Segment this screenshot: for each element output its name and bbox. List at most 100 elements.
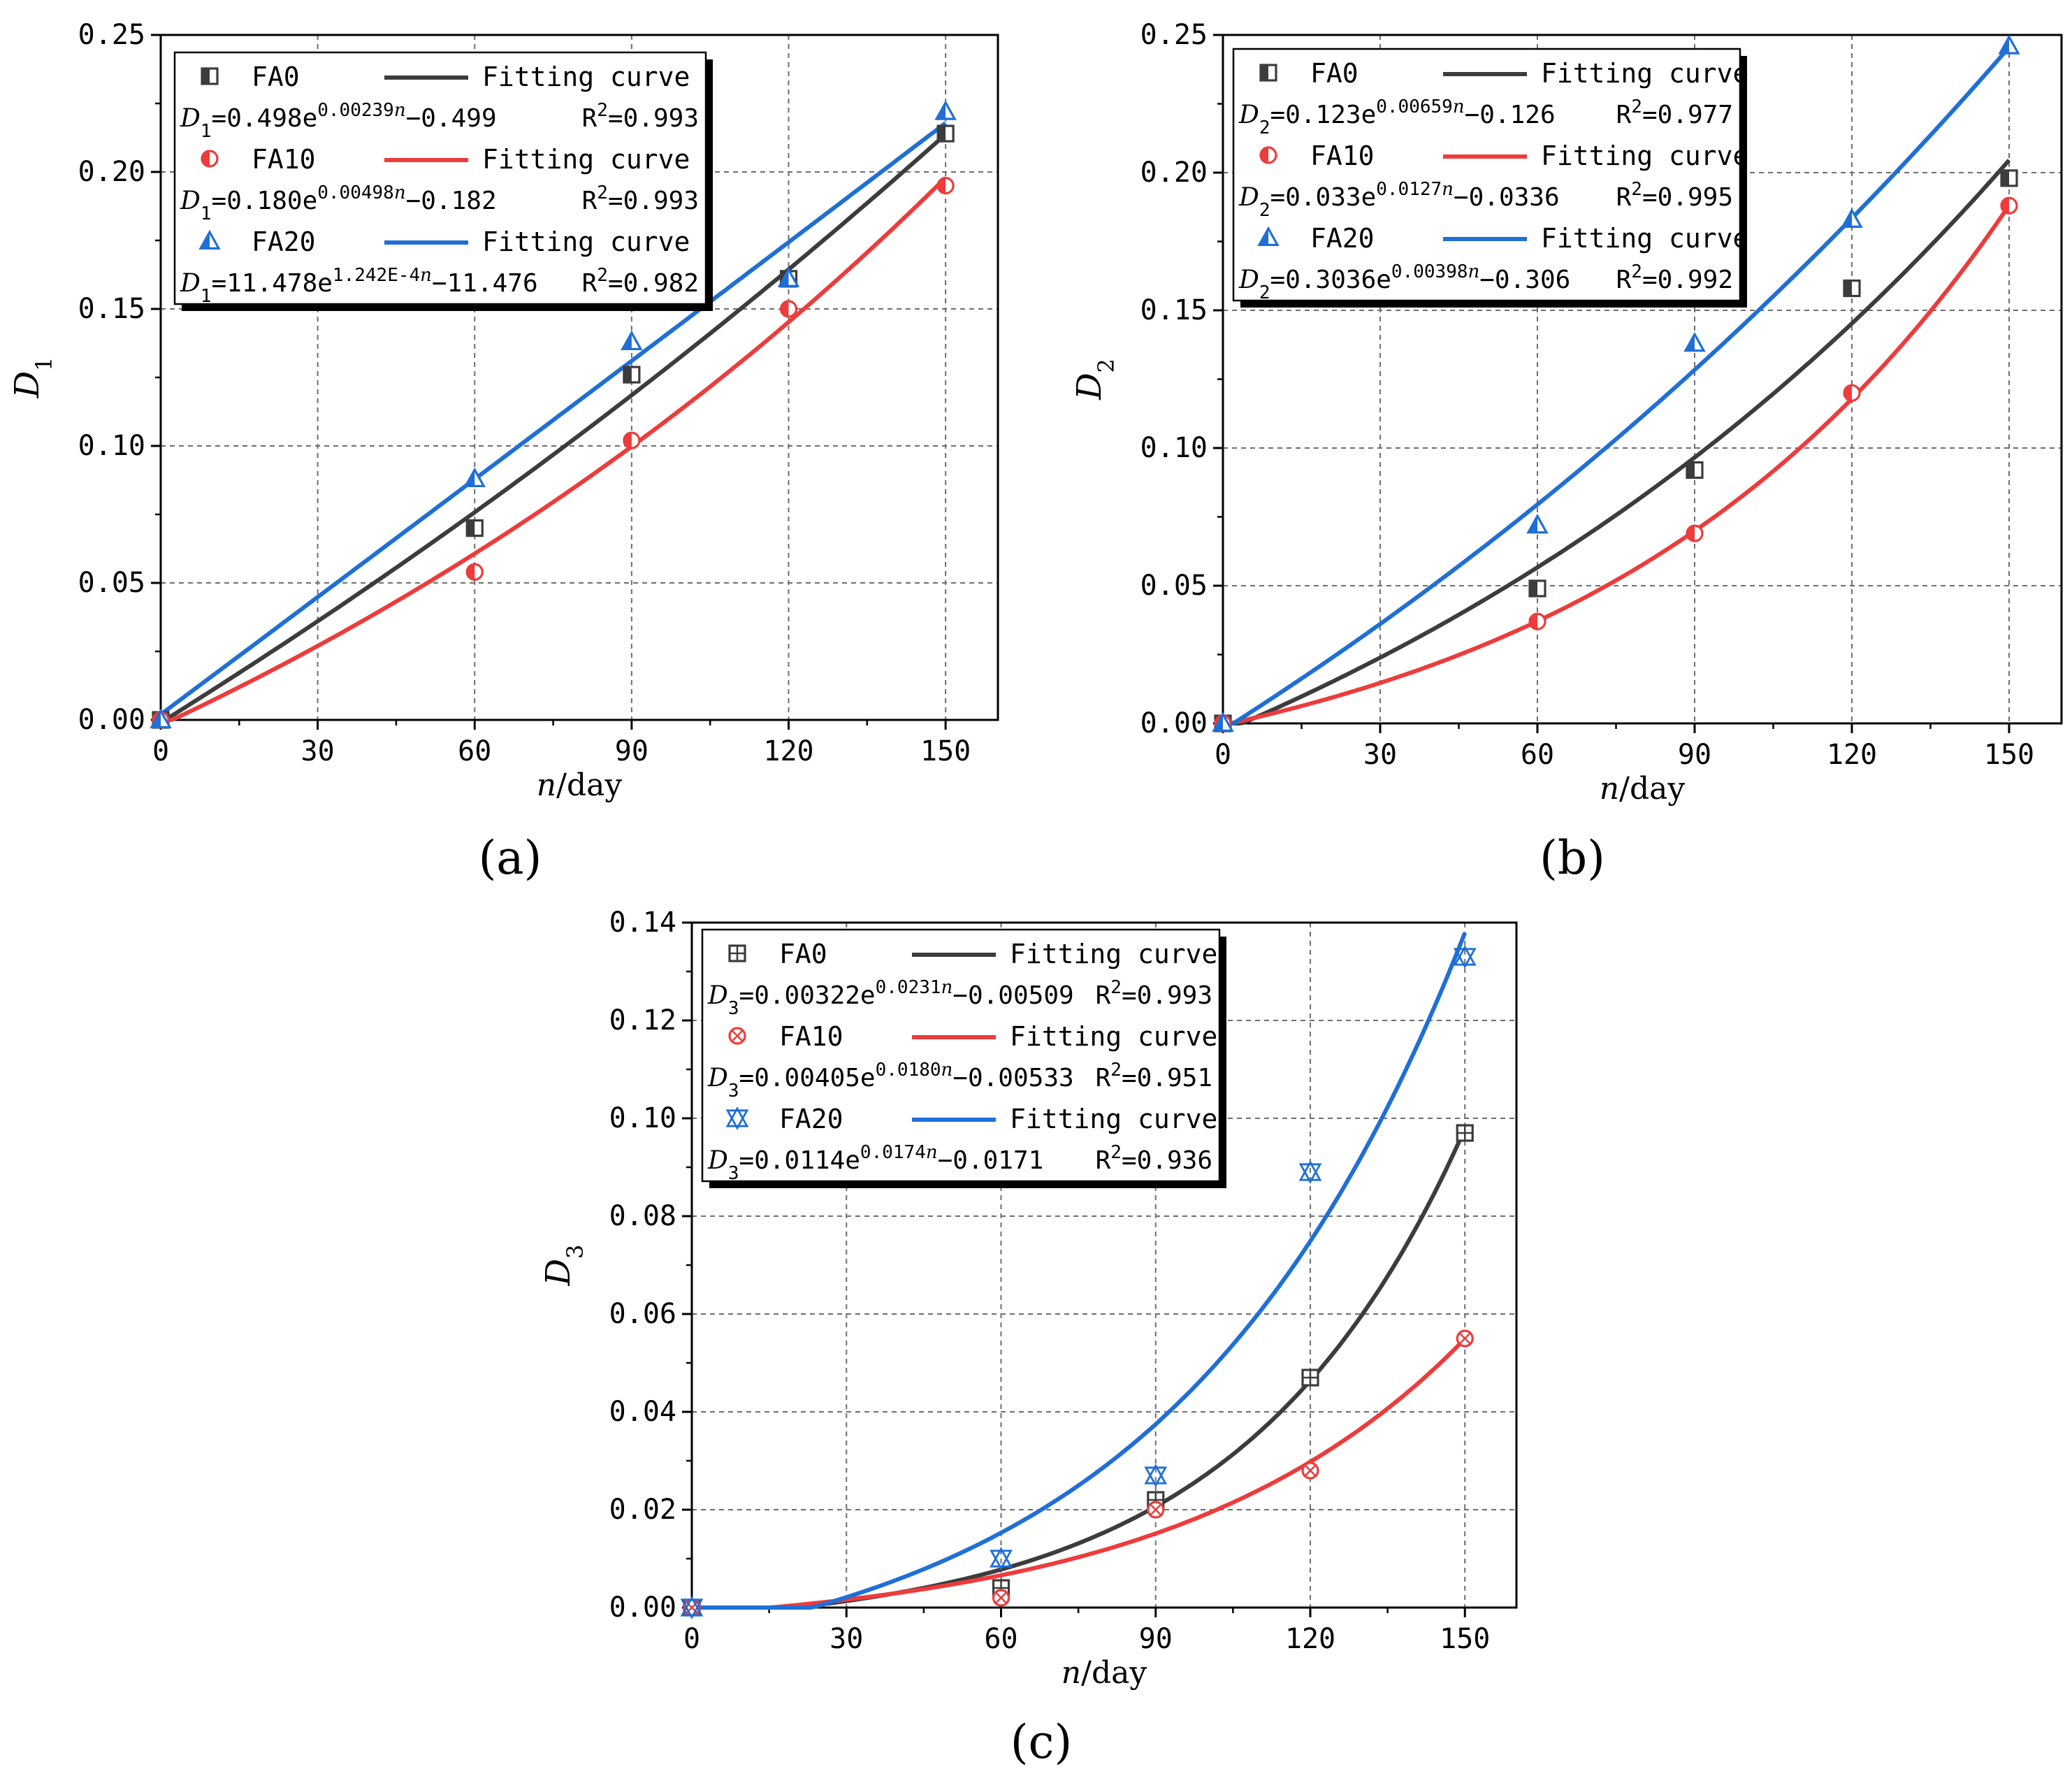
eq-exponent: 0.00659: [1376, 96, 1453, 117]
legend-fit-label: Fitting curve: [1541, 140, 1748, 171]
legend-equation: D1=0.180e0.00498n−0.182: [180, 182, 497, 224]
x-axis-label: n/day: [1600, 771, 1686, 807]
data-point-fa10: [465, 563, 484, 581]
legend-r2: R2=0.982: [582, 265, 699, 298]
r2-value: =0.993: [608, 187, 699, 215]
y-tick-label: 0.00: [78, 704, 145, 736]
y-tick-label: 0.10: [78, 430, 145, 462]
x-tick-label: 150: [1984, 739, 2034, 771]
eq-coef: =0.0114e: [739, 1146, 860, 1175]
eq-subscript: 3: [728, 998, 739, 1019]
r2-value: =0.982: [608, 269, 699, 298]
legend-r2: R2=0.993: [1096, 977, 1212, 1010]
legend-fit-label: Fitting curve: [482, 226, 690, 257]
y-tick-label: 0.10: [609, 1102, 676, 1134]
data-point-fa10-cross: [994, 1591, 1008, 1604]
x-tick-label: 0: [152, 735, 169, 767]
y-axis-label-var: D: [1070, 373, 1109, 400]
legend-r2: R2=0.993: [582, 100, 699, 133]
eq-const: −0.0336: [1454, 183, 1560, 212]
y-axis-label-sub: 1: [31, 357, 57, 371]
eq-subscript: 2: [1259, 282, 1270, 303]
legend-series-name: FA0: [1310, 58, 1359, 89]
legend-series-name: FA10: [779, 1021, 843, 1052]
data-point-fa20-fill: [1843, 210, 1852, 227]
legend-equation: D2=0.123e0.00659n−0.126: [1238, 96, 1556, 138]
data-point-fa0-fill: [1687, 462, 1695, 478]
y-tick-label: 0.15: [78, 293, 145, 325]
eq-exponent-var: n: [1468, 261, 1480, 282]
data-point-fa20-fill: [1214, 714, 1223, 731]
x-tick-label: 30: [829, 1623, 863, 1655]
eq-const: −0.499: [406, 104, 497, 133]
eq-subscript: 2: [1259, 117, 1270, 138]
r2-value: =0.951: [1122, 1064, 1212, 1092]
data-point-fa10-fill: [938, 178, 946, 194]
y-axis-label-var: D: [539, 1259, 578, 1286]
r2-value: =0.936: [1122, 1146, 1212, 1175]
data-point-fa20: [990, 1547, 1013, 1571]
eq-exponent-var: n: [394, 182, 406, 203]
eq-const: −0.0171: [938, 1146, 1044, 1175]
legend-fit-label: Fitting curve: [1541, 58, 1748, 89]
legend-series-name: FA0: [252, 62, 300, 92]
legend-equation: D3=0.0114e0.0174n−0.0171: [707, 1142, 1043, 1184]
data-point-fa10-fill: [2001, 198, 2009, 214]
y-tick-label: 0.00: [609, 1591, 676, 1624]
x-tick-label: 150: [920, 735, 971, 767]
data-point-fa20-fill: [2000, 36, 2009, 54]
eq-coef: =0.180e: [212, 187, 318, 215]
eq-exponent: 0.0127: [1376, 179, 1442, 200]
data-point-fa20-down: [990, 1550, 1013, 1571]
chart-b: 0 30 60 90 120 150 0.00 0.05 0.10 0.15 0.20 0.25 n/d…: [1070, 19, 2063, 807]
fit-curve-fa20: [692, 932, 1468, 1610]
x-tick-label: 120: [1827, 739, 1877, 771]
data-point-fa10-fill: [1844, 385, 1852, 401]
r2-sup: 2: [1110, 1142, 1122, 1163]
eq-subscript: 1: [201, 121, 212, 142]
r2-r: R: [1616, 266, 1632, 294]
data-point-fa0: [465, 519, 484, 537]
legend-fit-label: Fitting curve: [482, 62, 690, 92]
eq-symbol: D: [180, 104, 201, 133]
data-point-fa20: [1144, 1464, 1168, 1487]
y-tick-label: 0.05: [1140, 570, 1208, 602]
x-tick-label: 120: [1285, 1623, 1335, 1655]
panel-label-a: (a): [479, 831, 542, 885]
legend-series-name: FA0: [779, 939, 827, 969]
data-point-fa0: [1456, 1124, 1474, 1142]
legend-marker-fa20: [1257, 226, 1280, 246]
legend: FA0 Fitting curveD3=0.00322e0.0231n−0.005…: [701, 928, 1226, 1188]
data-point-fa10-fill: [781, 301, 789, 317]
r2-sup: 2: [1110, 977, 1122, 998]
y-tick-label: 0.20: [1140, 157, 1208, 189]
eq-const: −0.126: [1465, 101, 1556, 129]
legend-marker-fa20-fill: [201, 232, 210, 249]
data-point-fa20: [680, 1596, 704, 1619]
data-point-fa0: [1686, 461, 1704, 479]
legend-marker-fa0-fill: [1261, 65, 1268, 80]
eq-subscript: 1: [201, 203, 212, 224]
eq-exponent: 1.242E-4: [333, 265, 420, 286]
r2-value: =0.992: [1642, 266, 1733, 294]
eq-symbol: D: [180, 187, 201, 215]
legend-r2: R2=0.936: [1096, 1142, 1212, 1175]
x-tick-label: 120: [763, 735, 813, 767]
legend-marker-fa20-fill: [1259, 229, 1268, 245]
data-point-fa20-fill: [1528, 516, 1537, 533]
eq-exponent-var: n: [394, 100, 406, 121]
data-point-fa0-cross: [1303, 1370, 1318, 1385]
legend-box: [701, 928, 1221, 1183]
data-point-fa20: [1683, 331, 1706, 352]
fit-curve-fa0: [160, 132, 948, 722]
eq-const: −0.00533: [952, 1064, 1073, 1092]
data-point-fa10: [992, 1589, 1010, 1607]
fit-curve-fa10: [161, 176, 948, 722]
eq-exponent-var: n: [1442, 179, 1454, 200]
legend-marker-fa10: [728, 1027, 746, 1045]
data-point-fa20: [1453, 945, 1477, 969]
r2-sup: 2: [1631, 96, 1642, 117]
data-point-fa10: [1301, 1461, 1319, 1480]
legend-marker-fa20: [198, 229, 221, 250]
legend-equation: D2=0.3036e0.00398n−0.306: [1238, 261, 1570, 303]
